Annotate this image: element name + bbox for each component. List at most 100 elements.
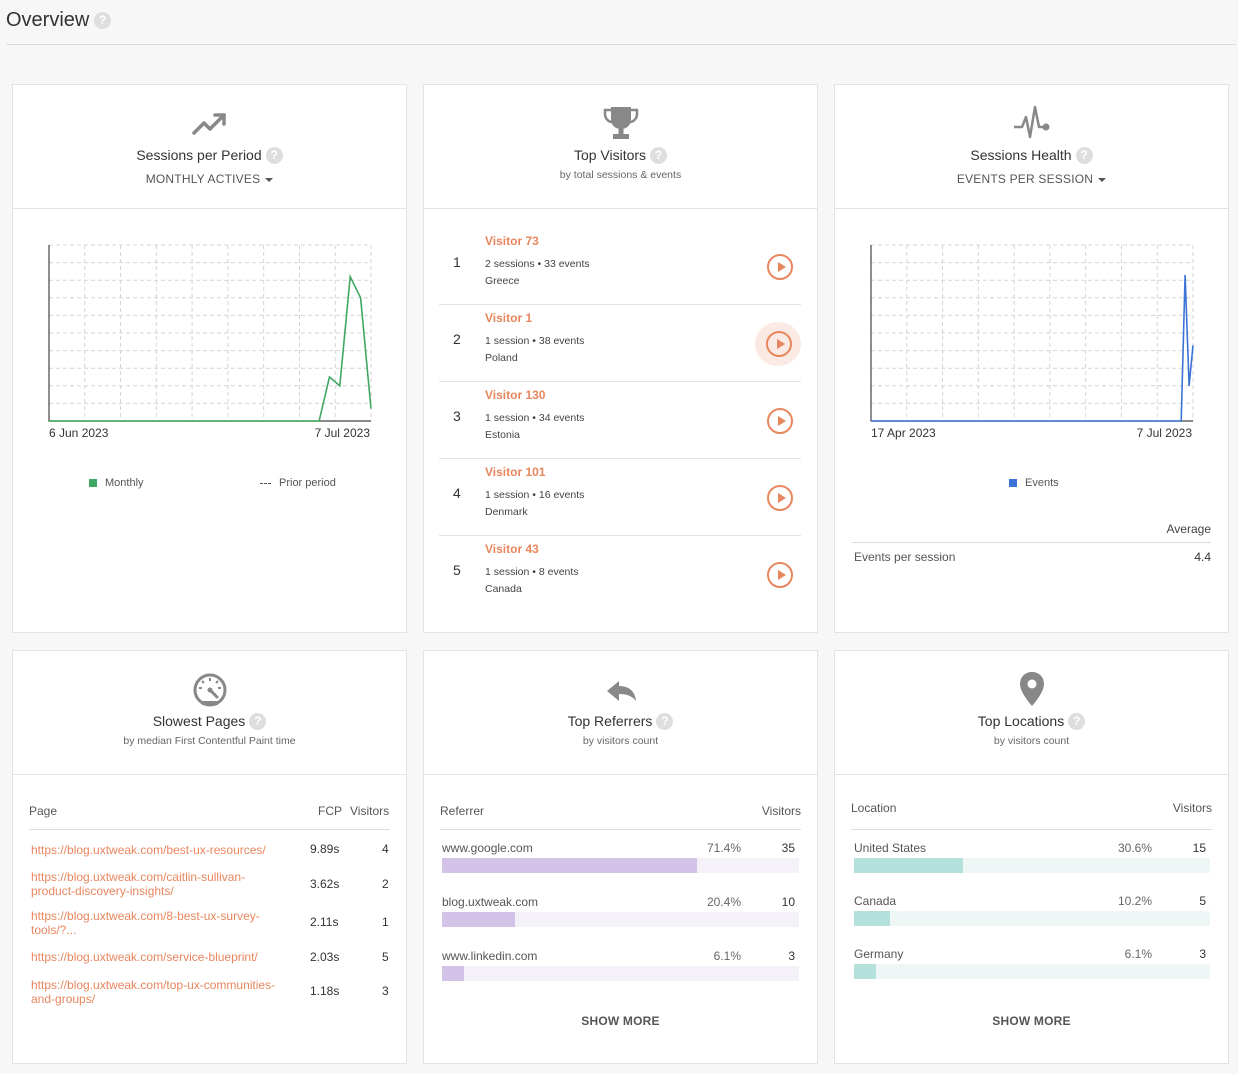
row-name: www.google.com xyxy=(442,841,533,855)
slowest-pages-card: Slowest Pages? by median First Contentfu… xyxy=(12,650,407,1064)
divider xyxy=(440,829,801,830)
play-icon[interactable] xyxy=(767,485,793,511)
help-icon[interactable]: ? xyxy=(249,712,267,730)
help-icon[interactable]: ? xyxy=(94,12,111,29)
visitor-rank: 1 xyxy=(453,254,461,270)
legend-events[interactable]: Events xyxy=(1009,477,1059,489)
visitor-rank: 4 xyxy=(453,485,461,501)
bar-fill xyxy=(854,964,876,979)
legend-monthly[interactable]: Monthly xyxy=(89,477,144,489)
page-header: Overview ? xyxy=(6,0,1236,45)
legend-label: Prior period xyxy=(279,477,336,489)
visitors-column-header: Visitors xyxy=(761,804,801,818)
help-icon[interactable]: ? xyxy=(656,712,674,730)
metric-value: 4.4 xyxy=(1194,550,1211,564)
sessions-per-period-card: Sessions per Period? MONTHLY ACTIVES 6 J… xyxy=(12,84,407,633)
trending-up-icon xyxy=(191,113,226,135)
top-visitors-card: Top Visitors? by total sessions & events… xyxy=(423,84,818,633)
bar-track xyxy=(854,858,1210,873)
row-name: Canada xyxy=(854,894,897,908)
page-link[interactable]: https://blog.uxtweak.com/top-ux-communit… xyxy=(31,978,276,1006)
legend-label: Monthly xyxy=(105,477,144,489)
page-link[interactable]: https://blog.uxtweak.com/8-best-ux-surve… xyxy=(31,909,260,937)
list-item[interactable]: 4 Visitor 101 1 session • 16 events Denm… xyxy=(439,459,801,536)
legend-prior-period[interactable]: Prior period xyxy=(260,477,336,489)
card-subtitle: by visitors count xyxy=(993,735,1070,747)
page-link[interactable]: https://blog.uxtweak.com/caitlin-sulliva… xyxy=(31,870,246,898)
play-icon[interactable] xyxy=(766,331,792,357)
series-line[interactable] xyxy=(871,274,1194,422)
visitor-name-link[interactable]: Visitor 43 xyxy=(485,542,539,556)
bar-track xyxy=(854,911,1210,926)
series-line[interactable] xyxy=(49,273,372,422)
page-title: Overview xyxy=(6,9,90,31)
card-title: Sessions Health? xyxy=(835,146,1228,165)
visitors-column-header: Visitors xyxy=(1172,801,1212,815)
row-percent: 20.4% xyxy=(706,895,741,909)
list-item[interactable]: 1 Visitor 73 2 sessions • 33 events Gree… xyxy=(439,228,801,305)
list-item[interactable]: 5 Visitor 43 1 session • 8 events Canada xyxy=(439,536,801,613)
fcp-value: 2.11s xyxy=(310,915,339,929)
row-name: www.linkedin.com xyxy=(442,949,538,963)
visitor-stats: 1 session • 38 events xyxy=(485,335,585,347)
referrer-column-header: Referrer xyxy=(440,804,485,818)
row-count: 35 xyxy=(781,841,795,855)
card-title: Slowest Pages? xyxy=(13,712,406,731)
bar-fill xyxy=(442,858,697,873)
play-icon[interactable] xyxy=(767,408,793,434)
bar-track xyxy=(442,912,799,927)
card-title: Top Locations? xyxy=(835,712,1228,731)
visitors-value: 5 xyxy=(382,950,389,964)
visitors-value: 1 xyxy=(382,915,389,929)
row-count: 5 xyxy=(1199,894,1206,908)
card-header: Slowest Pages? by median First Contentfu… xyxy=(13,651,406,775)
visitor-name-link[interactable]: Visitor 73 xyxy=(485,234,539,248)
visitor-rank: 3 xyxy=(453,408,461,424)
heartbeat-icon xyxy=(1013,105,1049,139)
row-name: United States xyxy=(854,841,927,855)
top-locations-card: Top Locations? by visitors count Locatio… xyxy=(834,650,1229,1064)
events-per-session-dropdown[interactable]: EVENTS PER SESSION xyxy=(835,172,1228,186)
top-referrers-card: Top Referrers? by visitors count Referre… xyxy=(423,650,818,1064)
row-percent: 30.6% xyxy=(1117,841,1152,855)
card-header: Top Locations? by visitors count xyxy=(835,651,1228,775)
row-name: Germany xyxy=(854,947,904,961)
monthly-actives-dropdown[interactable]: MONTHLY ACTIVES xyxy=(13,172,406,186)
reply-arrow-icon xyxy=(606,681,636,701)
list-item[interactable]: 3 Visitor 130 1 session • 34 events Esto… xyxy=(439,382,801,459)
visitor-name-link[interactable]: Visitor 1 xyxy=(485,311,533,325)
help-icon[interactable]: ? xyxy=(650,146,668,164)
dropdown-label: EVENTS PER SESSION xyxy=(956,172,1094,186)
help-icon[interactable]: ? xyxy=(1075,146,1093,164)
fcp-column-header: FCP xyxy=(318,804,342,818)
bar-fill xyxy=(854,911,891,926)
page-link[interactable]: https://blog.uxtweak.com/service-bluepri… xyxy=(31,950,258,964)
card-title: Sessions per Period? xyxy=(13,146,406,165)
show-more-button[interactable]: SHOW MORE xyxy=(992,1014,1071,1028)
visitor-name-link[interactable]: Visitor 130 xyxy=(485,388,546,402)
x-axis-start-label: 6 Jun 2023 xyxy=(49,426,109,440)
visitors-value: 4 xyxy=(382,842,389,856)
card-title-text: Top Locations xyxy=(977,713,1065,729)
help-icon[interactable]: ? xyxy=(1068,712,1086,730)
visitors-column-header: Visitors xyxy=(350,804,390,818)
fcp-value: 1.18s xyxy=(310,984,340,998)
card-title-text: Top Visitors xyxy=(573,147,647,163)
row-percent: 10.2% xyxy=(1117,894,1152,908)
help-icon[interactable]: ? xyxy=(265,146,283,164)
sessions-line-chart xyxy=(48,244,372,422)
visitor-country: Estonia xyxy=(485,429,521,441)
show-more-button[interactable]: SHOW MORE xyxy=(581,1014,660,1028)
legend-swatch xyxy=(1009,479,1017,488)
play-icon[interactable] xyxy=(767,254,793,280)
play-icon[interactable] xyxy=(767,562,793,588)
card-title-text: Slowest Pages xyxy=(152,713,246,729)
list-item[interactable]: 2 Visitor 1 1 session • 38 events Poland xyxy=(439,305,801,382)
fcp-value: 9.89s xyxy=(310,842,340,856)
page-link[interactable]: https://blog.uxtweak.com/best-ux-resourc… xyxy=(31,843,266,857)
card-title: Top Visitors? xyxy=(424,146,817,165)
visitor-country: Greece xyxy=(485,275,520,287)
row-percent: 71.4% xyxy=(706,841,741,855)
visitor-country: Poland xyxy=(485,352,518,364)
visitor-name-link[interactable]: Visitor 101 xyxy=(485,465,546,479)
